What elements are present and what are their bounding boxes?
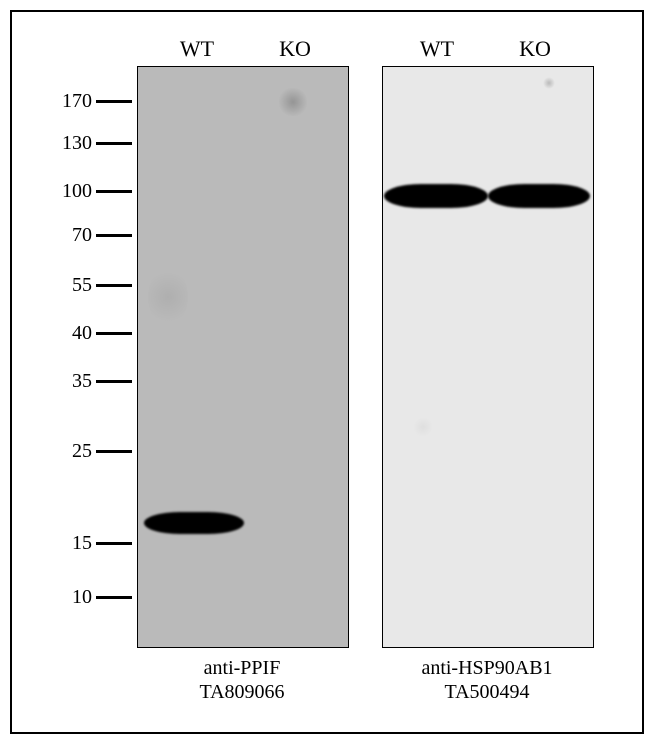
caption-left: anti-PPIF TA809066	[137, 656, 347, 704]
catalog-number: TA809066	[137, 680, 347, 704]
ladder-tick	[96, 542, 132, 545]
band-ppif-wt	[144, 512, 244, 534]
lane-label-wt-left: WT	[172, 36, 222, 62]
ladder-tick	[96, 596, 132, 599]
ladder-marker: 15	[72, 532, 132, 555]
ladder-marker: 55	[72, 274, 132, 297]
antibody-name: anti-PPIF	[137, 656, 347, 680]
ladder-tick	[96, 190, 132, 193]
lane-label-ko-right: KO	[510, 36, 560, 62]
ladder-marker: 170	[62, 90, 132, 113]
blot-artifact	[148, 267, 188, 327]
ladder-label: 40	[72, 322, 96, 345]
ladder-tick	[96, 332, 132, 335]
lane-label-wt-right: WT	[412, 36, 462, 62]
ladder-marker: 35	[72, 370, 132, 393]
western-blot-ppif	[137, 66, 349, 648]
ladder-marker: 100	[62, 180, 132, 203]
band-hsp90ab1-ko	[488, 184, 590, 208]
antibody-name: anti-HSP90AB1	[382, 656, 592, 680]
catalog-number: TA500494	[382, 680, 592, 704]
ladder-marker: 70	[72, 224, 132, 247]
ladder-label: 10	[72, 586, 96, 609]
ladder-marker: 25	[72, 440, 132, 463]
ladder-label: 55	[72, 274, 96, 297]
ladder-marker: 10	[72, 586, 132, 609]
ladder-tick	[96, 142, 132, 145]
ladder-label: 170	[62, 90, 96, 113]
figure-frame: 170 130 100 70 55 40 35 25	[10, 10, 644, 734]
blot-artifact	[278, 87, 308, 117]
band-hsp90ab1-wt	[384, 184, 488, 208]
ladder-label: 35	[72, 370, 96, 393]
ladder-tick	[96, 380, 132, 383]
western-blot-hsp90ab1	[382, 66, 594, 648]
molecular-weight-ladder: 170 130 100 70 55 40 35 25	[22, 72, 132, 652]
ladder-label: 25	[72, 440, 96, 463]
lane-label-ko-left: KO	[270, 36, 320, 62]
ladder-tick	[96, 100, 132, 103]
ladder-tick	[96, 284, 132, 287]
ladder-label: 100	[62, 180, 96, 203]
ladder-marker: 40	[72, 322, 132, 345]
blot-artifact	[543, 77, 555, 89]
ladder-label: 130	[62, 132, 96, 155]
ladder-label: 15	[72, 532, 96, 555]
ladder-tick	[96, 450, 132, 453]
ladder-label: 70	[72, 224, 96, 247]
ladder-marker: 130	[62, 132, 132, 155]
ladder-tick	[96, 234, 132, 237]
caption-right: anti-HSP90AB1 TA500494	[382, 656, 592, 704]
blot-artifact	[413, 417, 433, 437]
